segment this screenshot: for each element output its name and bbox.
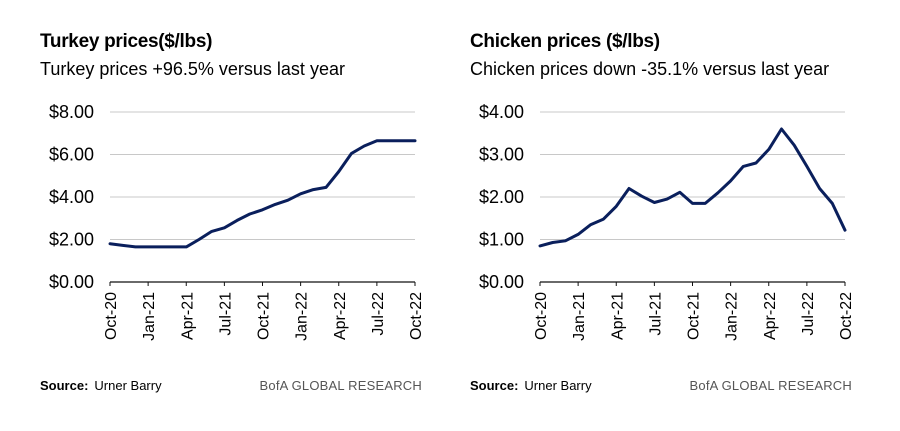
y-tick-label: $8.00 xyxy=(49,102,94,122)
y-tick-label: $1.00 xyxy=(479,230,524,250)
x-tick-label: Jul-21 xyxy=(647,292,664,336)
y-tick-label: $0.00 xyxy=(49,272,94,292)
turkey-chart-panel: Turkey prices($/lbs) Turkey prices +96.5… xyxy=(0,0,430,431)
x-tick-label: Oct-21 xyxy=(256,292,273,340)
chicken-price-chart: $0.00 $1.00 $2.00 $3.00 $4.00 Oct-20 Jan-21 Apr… xyxy=(479,102,855,341)
x-tick-label: Apr-21 xyxy=(179,292,196,340)
chart-title: Turkey prices($/lbs) xyxy=(40,31,213,52)
x-tick-label: Oct-22 xyxy=(408,292,425,340)
chart-subtitle: Chicken prices down -35.1% versus last y… xyxy=(470,59,830,79)
y-tick-label: $6.00 xyxy=(49,145,94,165)
source-text: Urner Barry xyxy=(524,378,592,393)
brand-label: BofA GLOBAL RESEARCH xyxy=(259,378,422,393)
chart-subtitle: Turkey prices +96.5% versus last year xyxy=(40,59,345,79)
source-note: Source: Urner Barry xyxy=(470,378,592,393)
x-tick-label: Oct-22 xyxy=(838,292,855,340)
x-tick-label: Jan-22 xyxy=(294,292,311,341)
x-tick-label: Jan-21 xyxy=(571,292,588,341)
source-label: Source: xyxy=(40,378,89,393)
x-tick-label: Apr-22 xyxy=(332,292,349,340)
y-tick-label: $3.00 xyxy=(479,145,524,165)
source-note: Source: Urner Barry xyxy=(40,378,162,393)
x-tick-label: Jul-22 xyxy=(370,292,387,336)
y-tick-label: $0.00 xyxy=(479,272,524,292)
series-line xyxy=(108,139,417,249)
x-tick-label: Apr-22 xyxy=(762,292,779,340)
x-tick-label: Jul-22 xyxy=(800,292,817,336)
y-tick-label: $2.00 xyxy=(479,187,524,207)
source-label: Source: xyxy=(470,378,519,393)
y-tick-label: $4.00 xyxy=(49,187,94,207)
y-tick-label: $4.00 xyxy=(479,102,524,122)
brand-label: BofA GLOBAL RESEARCH xyxy=(689,378,852,393)
turkey-price-chart: $0.00 $2.00 $4.00 $6.00 $8.00 Oct-20 Jan-21 Apr… xyxy=(49,102,425,341)
chicken-chart-panel: Chicken prices ($/lbs) Chicken prices do… xyxy=(430,0,860,431)
x-tick-label: Oct-21 xyxy=(686,292,703,340)
chart-title: Chicken prices ($/lbs) xyxy=(470,31,660,52)
x-tick-label: Jul-21 xyxy=(217,292,234,336)
source-text: Urner Barry xyxy=(94,378,162,393)
x-tick-label: Oct-20 xyxy=(103,292,120,340)
x-tick-label: Oct-20 xyxy=(533,292,550,340)
series-line xyxy=(538,127,847,248)
y-tick-label: $2.00 xyxy=(49,230,94,250)
x-tick-label: Jan-21 xyxy=(141,292,158,341)
x-tick-label: Apr-21 xyxy=(609,292,626,340)
x-tick-label: Jan-22 xyxy=(724,292,741,341)
